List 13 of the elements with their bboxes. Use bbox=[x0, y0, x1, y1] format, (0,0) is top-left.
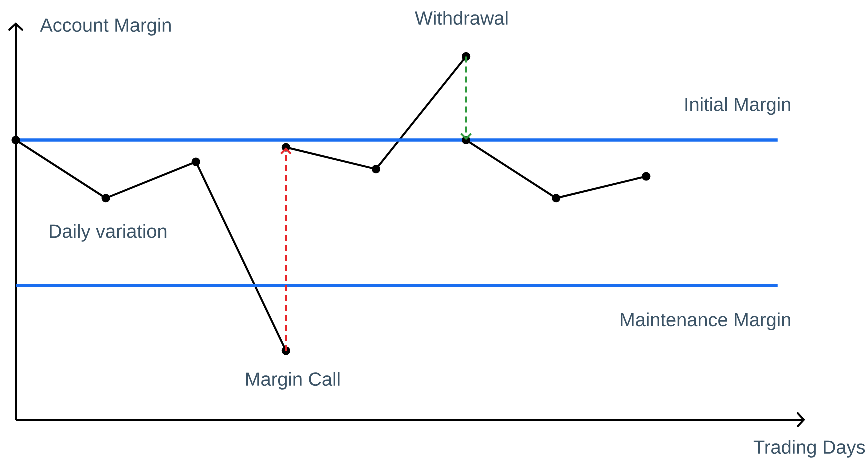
point bbox=[192, 158, 200, 166]
point bbox=[372, 165, 381, 174]
point bbox=[102, 194, 110, 203]
point bbox=[552, 194, 561, 203]
text: Withdrawal bbox=[415, 11, 508, 26]
point bbox=[12, 136, 20, 145]
ref-line-label: Maintenance Margin bbox=[621, 312, 790, 330]
y-axis-title: Account Margin bbox=[40, 18, 171, 36]
annotation: Daily variation bbox=[50, 224, 167, 242]
annotation: Margin Call bbox=[246, 372, 340, 390]
x-axis-title: Trading Days bbox=[754, 440, 866, 458]
ref-line-label: Initial Margin bbox=[686, 97, 790, 116]
point bbox=[642, 172, 651, 181]
